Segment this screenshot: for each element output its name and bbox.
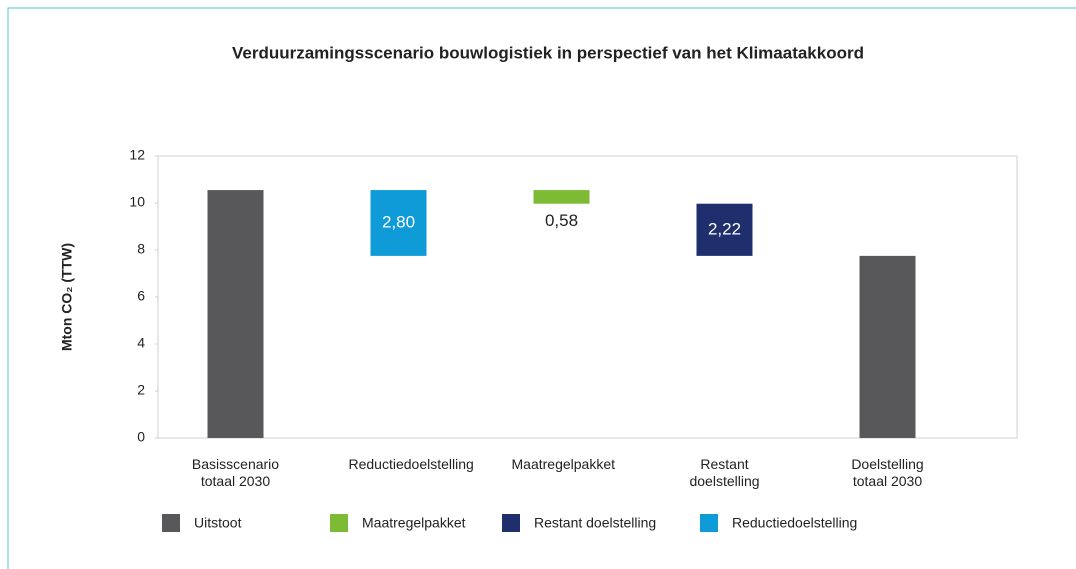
frame: [7, 7, 1076, 569]
data-label: 2,80: [382, 212, 415, 231]
x-tick-label: Maatregelpakket: [511, 456, 616, 472]
bar: [207, 190, 264, 438]
y-tick-label: 6: [137, 288, 145, 304]
y-tick-label: 8: [137, 241, 145, 257]
x-tick-label: Doelstelling totaal 2030: [851, 456, 924, 489]
x-tick-label: Basisscenario totaal 2030: [191, 456, 280, 489]
legend-label: Reductiedoelstelling: [732, 515, 857, 531]
data-label: 0,58: [545, 211, 578, 230]
x-tick-label: Reductiedoelstelling: [348, 456, 474, 472]
legend-swatch: [700, 514, 718, 532]
y-tick-label: 0: [137, 429, 145, 445]
data-label: 2,22: [708, 219, 741, 238]
bar: [370, 190, 427, 256]
legend-swatch: [162, 514, 180, 532]
bar: [696, 203, 753, 256]
y-axis-title: Mton CO₂ (TTW): [59, 243, 75, 351]
y-tick-label: 12: [129, 147, 145, 163]
x-tick-label: Restant doelstelling: [689, 456, 760, 489]
chart-title: Verduurzamingsscenario bouwlogistiek in …: [232, 43, 864, 62]
bar: [859, 255, 916, 438]
legend-label: Uitstoot: [194, 515, 242, 531]
bar: [533, 190, 590, 204]
y-tick-label: 2: [137, 382, 145, 398]
legend-label: Restant doelstelling: [534, 515, 656, 531]
legend-swatch: [502, 514, 520, 532]
legend-label: Maatregelpakket: [362, 515, 466, 531]
legend-swatch: [330, 514, 348, 532]
y-tick-label: 10: [129, 194, 145, 210]
y-tick-label: 4: [137, 335, 145, 351]
